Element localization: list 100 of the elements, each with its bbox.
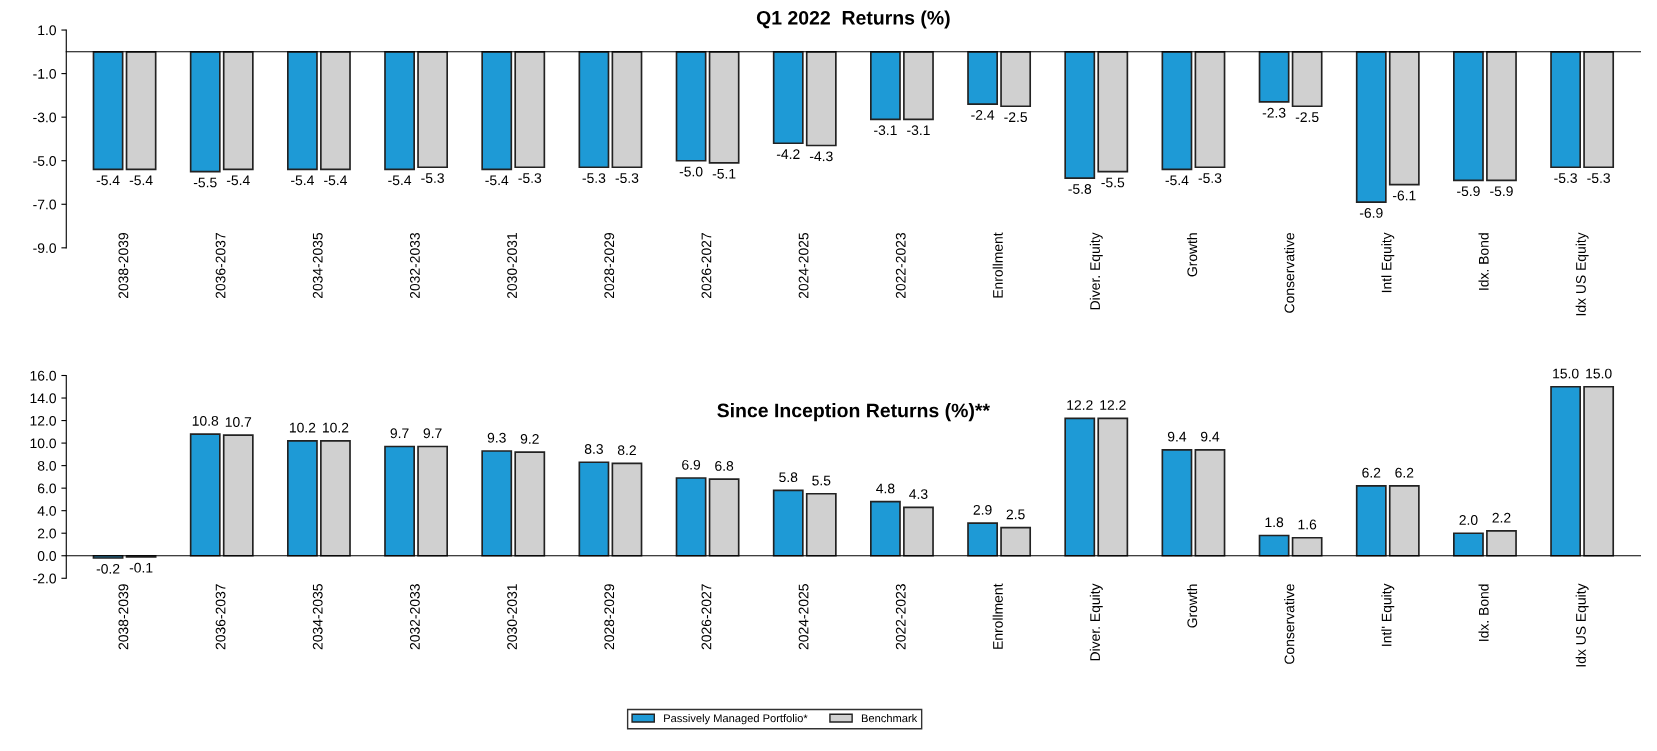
bar: [1064, 417, 1096, 557]
data-label: 10.2: [289, 422, 316, 433]
data-label: 6.2: [1362, 467, 1381, 478]
x-tick-label: 2028-2029: [604, 233, 615, 299]
data-label: -6.1: [1392, 190, 1416, 201]
data-label: -5.4: [96, 175, 120, 186]
legend-label: Passively Managed Portfolio*: [664, 713, 808, 725]
data-label: 5.5: [812, 475, 831, 486]
bar: [1583, 385, 1615, 557]
x-tick-label: 2032-2033: [409, 584, 420, 650]
data-label: 9.4: [1167, 431, 1187, 442]
y-tick-label: -9.0: [33, 243, 57, 253]
y-tick-label: 6.0: [37, 483, 57, 494]
data-label: 9.7: [390, 428, 409, 439]
data-label: 5.8: [779, 472, 798, 483]
x-tick-label: 2036-2037: [215, 584, 226, 650]
x-tick-label: 2022-2023: [895, 232, 906, 299]
data-label: 12.2: [1067, 400, 1093, 410]
data-label: -5.3: [615, 173, 639, 184]
bar: [189, 433, 221, 557]
data-label: 2.5: [1006, 509, 1025, 520]
data-label: -5.3: [582, 173, 606, 184]
x-tick-label: Diver. Equity: [1089, 232, 1103, 310]
y-tick-label: -3.0: [33, 112, 57, 123]
y-tick-label: 14.0: [30, 393, 57, 404]
bar: [1291, 536, 1323, 557]
data-label: -5.8: [1068, 184, 1092, 194]
data-label: 6.8: [715, 461, 734, 471]
bar: [870, 500, 901, 557]
data-label: -5.4: [129, 175, 153, 186]
bar: [675, 477, 707, 557]
bar: [417, 445, 449, 557]
bar: [1194, 449, 1226, 557]
x-tick-label: 2022-2023: [895, 584, 906, 650]
x-tick-label: 2026-2027: [701, 584, 712, 650]
bar: [1258, 534, 1290, 557]
y-tick-label: 16.0: [30, 370, 57, 381]
bar: [1550, 385, 1582, 557]
data-label: -5.4: [226, 175, 250, 186]
data-label: 4.3: [909, 489, 928, 499]
data-label: -2.4: [971, 110, 995, 120]
data-label: 9.4: [1200, 431, 1220, 442]
data-label: 8.3: [584, 444, 603, 454]
data-label: 2.0: [1459, 515, 1478, 525]
data-label: 10.7: [225, 417, 252, 427]
data-label: -5.5: [1101, 177, 1125, 188]
bar: [481, 450, 513, 557]
data-label: 15.0: [1586, 368, 1612, 379]
data-label: -6.9: [1359, 208, 1383, 218]
x-tick-label: 2038-2039: [118, 584, 129, 650]
y-tick-label: -1.0: [33, 68, 57, 79]
data-label: -5.3: [1587, 173, 1610, 184]
data-label: -5.3: [1554, 173, 1577, 184]
data-label: -5.4: [485, 175, 509, 186]
data-label: 9.3: [487, 432, 506, 443]
y-tick-label: 0.0: [37, 551, 57, 561]
y-tick-label: -7.0: [33, 199, 57, 210]
x-tick-label: Idx US Equity: [1575, 232, 1589, 316]
data-label: -5.4: [1165, 175, 1189, 186]
data-label: -5.3: [1198, 173, 1222, 184]
bar: [805, 492, 837, 557]
x-tick-label: 2024-2025: [798, 232, 809, 299]
data-label: -4.3: [809, 151, 833, 162]
x-tick-label: Idx. Bond: [1478, 233, 1489, 290]
data-label: 6.2: [1395, 467, 1414, 478]
bar: [578, 461, 610, 557]
data-label: 4.8: [876, 483, 895, 494]
data-label: -5.4: [388, 175, 412, 186]
y-tick-label: 12.0: [30, 415, 57, 426]
bar: [1486, 530, 1517, 557]
x-tick-label: 2030-2031: [507, 233, 517, 299]
data-label: -5.9: [1457, 186, 1480, 197]
x-tick-label: Conservative: [1284, 584, 1295, 664]
x-tick-label: 2026-2027: [701, 233, 712, 299]
data-label: -5.4: [291, 175, 314, 186]
y-tick-label: 4.0: [37, 506, 57, 516]
data-label: -2.5: [1295, 112, 1319, 123]
x-tick-label: Diver. Equity: [1089, 583, 1103, 661]
bar: [1000, 526, 1032, 557]
data-label: -0.2: [96, 563, 120, 574]
bar: [384, 445, 415, 557]
x-tick-label: 2034-2035: [312, 584, 323, 650]
x-tick-label: Idx US Equity: [1575, 583, 1589, 667]
x-tick-label: Idx. Bond: [1478, 584, 1489, 641]
data-label: -5.3: [518, 173, 542, 184]
data-label: -5.3: [421, 173, 444, 184]
y-tick-label: 10.0: [30, 438, 57, 449]
bar: [1355, 485, 1387, 557]
bar: [772, 489, 804, 557]
legend-label: Benchmark: [861, 713, 918, 723]
y-tick-label: 8.0: [37, 460, 57, 471]
data-label: -3.1: [874, 125, 897, 136]
x-tick-label: Growth: [1186, 584, 1198, 628]
data-label: -5.9: [1490, 186, 1513, 197]
data-label: -2.5: [1004, 112, 1028, 123]
bar: [1453, 532, 1484, 557]
data-label: 10.2: [322, 422, 349, 433]
data-label: 10.8: [192, 415, 219, 426]
bar: [1161, 449, 1193, 557]
bar: [967, 522, 999, 557]
